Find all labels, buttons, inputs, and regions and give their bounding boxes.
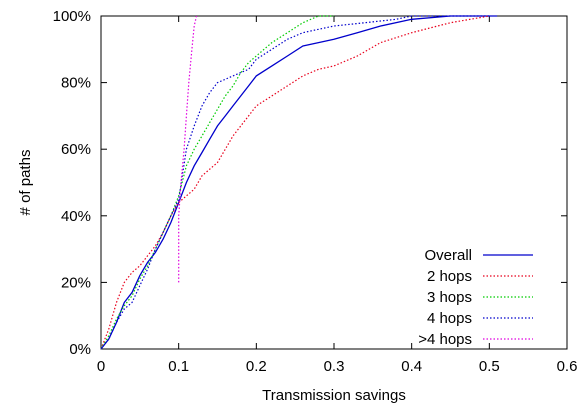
series-line-overall [100, 15, 498, 350]
y-tick-label: 40% [61, 208, 91, 225]
x-tick-label: 0.3 [324, 358, 345, 375]
series-line-2-hops [100, 15, 490, 350]
legend-label: >4 hops [418, 331, 472, 348]
legend: Overall 2 hops 3 hops 4 hops >4 hops [418, 247, 533, 348]
y-axis-label: # of paths [17, 150, 34, 216]
axes: 0 0.1 0.2 0.3 0.4 0.5 0.6 0% 20% 40% 60% 80% 100% [53, 8, 578, 375]
y-tick-label: 20% [61, 274, 91, 291]
x-tick-label: 0.4 [401, 358, 422, 375]
y-tick-label: 0% [69, 341, 91, 358]
x-tick-label: 0 [97, 358, 105, 375]
series-line-3-hops [100, 15, 334, 350]
plot-frame [100, 15, 568, 350]
legend-label: 4 hops [427, 310, 472, 327]
y-tick-label: 80% [61, 75, 91, 92]
x-tick-label: 0.1 [168, 358, 189, 375]
y-tick-label: 60% [61, 141, 91, 158]
series-lines [100, 15, 498, 350]
x-axis-label: Transmission savings [262, 387, 406, 404]
legend-label: 3 hops [427, 289, 472, 306]
x-tick-label: 0.6 [557, 358, 578, 375]
series-line-4-hops [100, 15, 490, 350]
x-tick-label: 0.5 [479, 358, 500, 375]
series-line-4-hops [178, 15, 198, 283]
y-tick-label: 100% [53, 8, 91, 25]
x-tick-label: 0.2 [246, 358, 267, 375]
legend-label: Overall [424, 247, 472, 264]
legend-label: 2 hops [427, 268, 472, 285]
